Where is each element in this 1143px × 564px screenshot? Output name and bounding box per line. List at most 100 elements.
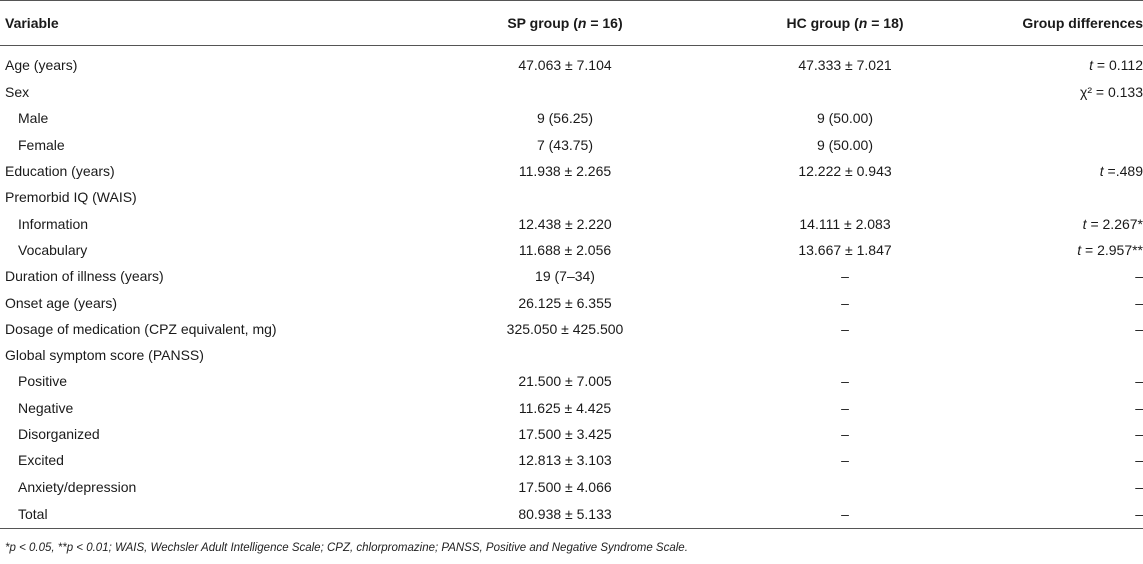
row-sp-value: [425, 342, 705, 368]
table-row: Global symptom score (PANSS): [0, 342, 1143, 368]
row-test-statistic-value: –: [1135, 399, 1143, 416]
table-body: Age (years) 47.063 ± 7.104 47.333 ± 7.021 t…: [0, 46, 1143, 529]
table-row: Dosage of medication (CPZ equivalent, mg…: [0, 316, 1143, 342]
row-label: Onset age (years): [5, 294, 118, 311]
row-hc-value: –: [705, 499, 985, 529]
header-hc-n: n: [858, 15, 868, 31]
row-group-difference: t = 0.112: [985, 46, 1143, 80]
row-sp-value: 11.688 ± 2.056: [518, 241, 612, 258]
row-hc-value: –: [841, 373, 849, 390]
header-sp-prefix: SP group (: [507, 15, 578, 31]
row-test-statistic-symbol: t: [1099, 163, 1104, 180]
header-hc-suffix: = 18): [867, 15, 904, 31]
row-test-statistic-value: –: [1135, 452, 1143, 469]
row-group-difference: t = 2.267*: [985, 210, 1143, 236]
row-group-difference: –: [985, 395, 1143, 421]
row-sp-value: 19 (7–34): [535, 268, 595, 285]
table-row: Onset age (years) 26.125 ± 6.355 – –: [0, 289, 1143, 315]
row-group-difference: –: [985, 421, 1143, 447]
row-sp-value: 80.938 ± 5.133: [425, 499, 705, 529]
table-row: Anxiety/depression 17.500 ± 4.066 –: [0, 473, 1143, 499]
row-hc-value: –: [841, 452, 849, 469]
row-test-statistic-symbol: t: [1077, 241, 1082, 258]
row-test-statistic-value: –: [1135, 373, 1143, 390]
table-row: Education (years) 11.938 ± 2.265 12.222 ± …: [0, 158, 1143, 184]
row-test-statistic-value: = 0.112: [1093, 57, 1143, 73]
row-hc-value: 47.333 ± 7.021: [798, 57, 892, 73]
header-group-differences: Group differences: [985, 0, 1143, 46]
row-sp-value: 17.500 ± 4.066: [518, 478, 612, 495]
row-hc-value: [705, 79, 985, 105]
row-group-difference: [985, 342, 1143, 368]
row-hc-value: 14.111 ± 2.083: [799, 215, 891, 232]
row-test-statistic-value: =.489: [1103, 163, 1143, 180]
table-row: Female 7 (43.75) 9 (50.00): [0, 132, 1143, 158]
row-hc-value: –: [841, 320, 849, 337]
row-group-difference: –: [985, 368, 1143, 394]
header-row: Variable SP group (n = 16) HC group (n =…: [0, 0, 1143, 46]
row-label: Premorbid IQ (WAIS): [5, 189, 137, 206]
row-sp-value: [425, 184, 705, 210]
row-sp-value: 12.813 ± 3.103: [518, 452, 612, 469]
row-group-difference: –: [985, 473, 1143, 499]
row-test-statistic-symbol: t: [1089, 57, 1094, 73]
row-sp-value: 11.625 ± 4.425: [518, 399, 612, 416]
table-row: Age (years) 47.063 ± 7.104 47.333 ± 7.021 t…: [0, 46, 1143, 80]
table-row: Duration of illness (years) 19 (7–34) – –: [0, 263, 1143, 289]
header-hc-group: HC group (n = 18): [705, 0, 985, 46]
row-sp-value: 9 (56.25): [536, 110, 594, 127]
header-variable: Variable: [0, 0, 425, 46]
row-label: Dosage of medication (CPZ equivalent, mg…: [5, 320, 277, 337]
row-sp-value: 12.438 ± 2.220: [518, 215, 612, 232]
row-label: Female: [18, 136, 65, 153]
row-sp-value: 21.500 ± 7.005: [518, 373, 612, 390]
table-row: Excited 12.813 ± 3.103 – –: [0, 447, 1143, 473]
row-label: Total: [0, 499, 425, 529]
row-group-difference: [985, 132, 1143, 158]
row-group-difference: –: [985, 289, 1143, 315]
row-hc-value: 9 (50.00): [816, 136, 874, 153]
row-label: Global symptom score (PANSS): [5, 347, 204, 364]
row-label: Education (years): [5, 163, 115, 180]
row-sp-value: 26.125 ± 6.355: [518, 294, 612, 311]
row-hc-value: –: [841, 399, 849, 416]
row-hc-value: 13.667 ± 1.847: [798, 241, 892, 258]
demographics-table-container: Variable SP group (n = 16) HC group (n =…: [0, 0, 1143, 529]
row-hc-value: [705, 184, 985, 210]
row-label: Positive: [18, 373, 68, 390]
row-label: Information: [18, 215, 89, 232]
row-label: Sex: [5, 84, 30, 101]
row-group-difference: t =.489: [985, 158, 1143, 184]
table-row: Total 80.938 ± 5.133– –: [0, 499, 1143, 529]
row-hc-value: 12.222 ± 0.943: [798, 163, 892, 180]
row-group-difference: –: [985, 316, 1143, 342]
row-label: Age (years): [5, 57, 78, 73]
row-test-statistic-value: = 2.957**: [1081, 241, 1143, 258]
header-sp-suffix: = 16): [586, 15, 623, 31]
row-group-difference: [985, 184, 1143, 210]
row-hc-value: [705, 342, 985, 368]
row-hc-value: 9 (50.00): [816, 110, 874, 127]
row-sp-value: 17.500 ± 3.425: [518, 426, 612, 442]
table-row: Premorbid IQ (WAIS): [0, 184, 1143, 210]
row-label: Vocabulary: [18, 241, 88, 258]
row-test-statistic-value: χ² = 0.133: [1080, 84, 1143, 101]
row-test-statistic-value: –: [1135, 426, 1143, 442]
row-group-difference: –: [985, 447, 1143, 473]
row-label: Male: [18, 110, 49, 127]
row-hc-value: –: [841, 426, 849, 442]
table-row: Disorganized 17.500 ± 3.425 – –: [0, 421, 1143, 447]
table-row: Sex χ² = 0.133: [0, 79, 1143, 105]
row-test-statistic-value: –: [1135, 294, 1143, 311]
row-hc-value: –: [841, 294, 849, 311]
row-sp-value: 325.050 ± 425.500: [506, 320, 624, 337]
header-sp-n: n: [577, 15, 587, 31]
table-row: Male 9 (56.25) 9 (50.00): [0, 105, 1143, 131]
row-group-difference: –: [985, 499, 1143, 529]
row-group-difference: t = 2.957**: [985, 237, 1143, 263]
row-label: Excited: [18, 452, 64, 469]
row-hc-value: [705, 473, 985, 499]
row-label: Duration of illness (years): [5, 268, 164, 285]
table-footnote: *p < 0.05, **p < 0.01; WAIS, Wechsler Ad…: [5, 542, 688, 554]
header-hc-prefix: HC group (: [786, 15, 859, 31]
